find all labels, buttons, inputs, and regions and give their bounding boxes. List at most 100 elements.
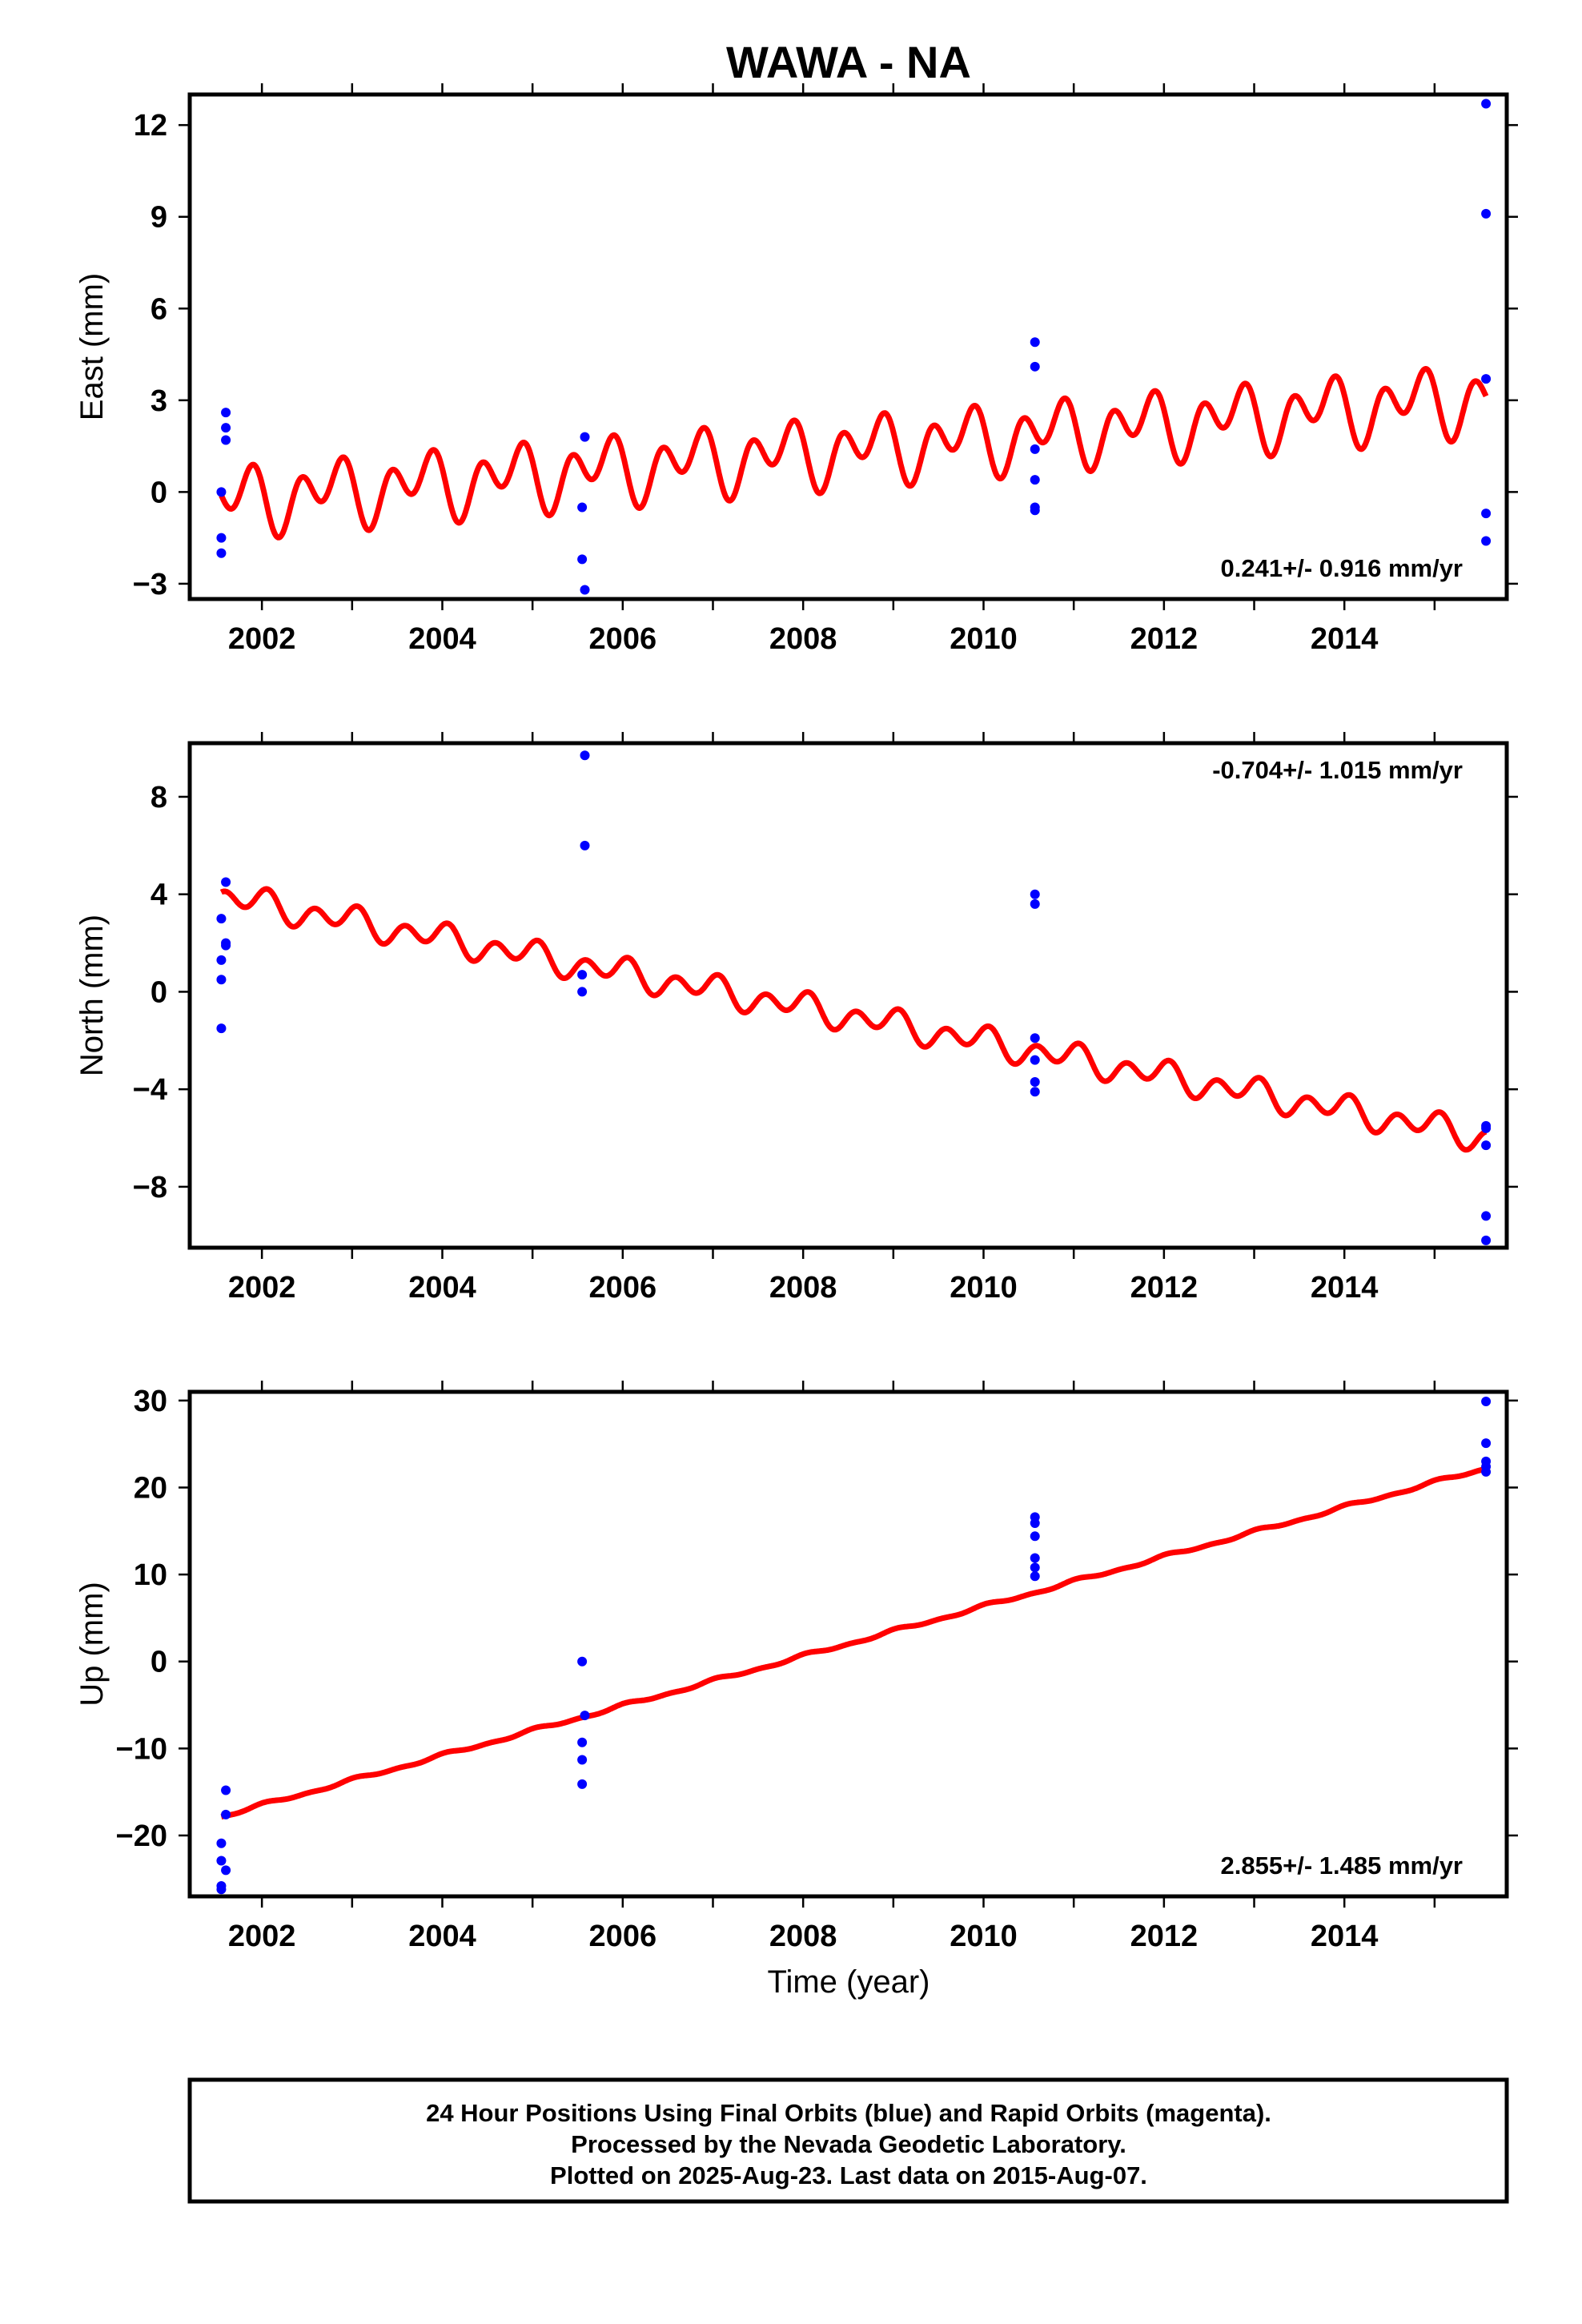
footer-line-3: Plotted on 2025-Aug-23. Last data on 201… bbox=[550, 2161, 1147, 2189]
x-tick-label: 2006 bbox=[589, 1920, 657, 1953]
x-axis-label: Time (year) bbox=[768, 1964, 930, 2000]
observation-point bbox=[577, 1737, 588, 1747]
model-fit-line bbox=[219, 366, 1489, 541]
y-axis-label: East (mm) bbox=[74, 273, 110, 420]
observation-point bbox=[1481, 1123, 1492, 1133]
x-tick-label: 2006 bbox=[589, 622, 657, 656]
observation-point bbox=[1030, 1077, 1040, 1088]
x-tick-label: 2012 bbox=[1130, 622, 1199, 656]
x-tick-label: 2014 bbox=[1311, 622, 1379, 656]
y-tick-label: 30 bbox=[134, 1385, 167, 1418]
observation-point bbox=[221, 877, 231, 887]
observation-point bbox=[216, 1884, 227, 1895]
observation-point bbox=[221, 1785, 231, 1795]
y-tick-label: 4 bbox=[151, 879, 167, 912]
observation-point bbox=[577, 1656, 588, 1667]
x-tick-label: 2008 bbox=[769, 1920, 837, 1953]
observation-point bbox=[1481, 208, 1492, 219]
observation-point bbox=[1030, 337, 1040, 348]
observation-point bbox=[577, 970, 588, 980]
east-panel: 2002 2004 2006 2008 2010 2012 2014 −3 0 3 6 9 12 East… bbox=[74, 83, 1518, 656]
y-tick-label: −3 bbox=[133, 568, 167, 601]
observation-point bbox=[221, 1865, 231, 1876]
y-tick-label: −10 bbox=[116, 1732, 167, 1766]
x-tick-label: 2004 bbox=[408, 1271, 476, 1305]
observation-point bbox=[1481, 1211, 1492, 1221]
observation-point bbox=[577, 554, 588, 565]
x-tick-label: 2008 bbox=[769, 622, 837, 656]
y-tick-label: 8 bbox=[151, 781, 167, 814]
observation-point bbox=[1481, 374, 1492, 384]
observation-point bbox=[577, 1755, 588, 1765]
x-tick-label: 2010 bbox=[950, 1920, 1018, 1953]
y-axis-label: Up (mm) bbox=[74, 1582, 110, 1707]
observation-point bbox=[580, 840, 590, 850]
north-panel: 2002 2004 2006 2008 2010 2012 2014 −8 −4 0 4 8 North… bbox=[74, 732, 1518, 1305]
plot-frame bbox=[187, 92, 1509, 601]
observation-point bbox=[216, 975, 227, 985]
x-tick-label: 2006 bbox=[589, 1271, 657, 1305]
chart-title: WAWA - NA bbox=[726, 37, 971, 87]
observation-point bbox=[1030, 505, 1040, 516]
x-tick-label: 2004 bbox=[408, 1920, 476, 1953]
model-fit-line bbox=[219, 1466, 1488, 1820]
x-tick-label: 2002 bbox=[228, 622, 296, 656]
velocity-label: 0.241+/- 0.916 mm/yr bbox=[1221, 554, 1463, 582]
observation-point bbox=[1030, 889, 1040, 899]
footer-box: 24 Hour Positions Using Final Orbits (bl… bbox=[187, 2077, 1509, 2204]
y-tick-label: 0 bbox=[151, 975, 167, 1009]
x-tick-label: 2002 bbox=[228, 1271, 296, 1305]
observation-point bbox=[221, 1809, 231, 1819]
x-tick-label: 2012 bbox=[1130, 1271, 1199, 1305]
observation-point bbox=[1481, 1235, 1492, 1245]
observation-point bbox=[1481, 509, 1492, 519]
observation-point bbox=[580, 585, 590, 595]
observation-point bbox=[1030, 1562, 1040, 1573]
observation-point bbox=[1030, 899, 1040, 909]
plot-frame bbox=[187, 1389, 1509, 1899]
observation-point bbox=[216, 1856, 227, 1866]
observation-point bbox=[1030, 1531, 1040, 1542]
observation-point bbox=[216, 955, 227, 965]
observation-point bbox=[216, 487, 227, 497]
observation-point bbox=[580, 1711, 590, 1721]
x-tick-label: 2010 bbox=[950, 622, 1018, 656]
footer-line-1: 24 Hour Positions Using Final Orbits (bl… bbox=[426, 2099, 1271, 2127]
x-tick-label: 2014 bbox=[1311, 1271, 1379, 1305]
observation-point bbox=[1030, 1571, 1040, 1582]
velocity-label: 2.855+/- 1.485 mm/yr bbox=[1221, 1852, 1463, 1880]
y-tick-label: 10 bbox=[134, 1558, 167, 1592]
x-tick-label: 2014 bbox=[1311, 1920, 1379, 1953]
y-tick-label: 12 bbox=[134, 109, 167, 143]
y-tick-label: 0 bbox=[151, 1646, 167, 1679]
x-tick-label: 2012 bbox=[1130, 1920, 1199, 1953]
x-tick-label: 2004 bbox=[408, 622, 476, 656]
x-tick-label: 2002 bbox=[228, 1920, 296, 1953]
y-tick-label: 3 bbox=[151, 384, 167, 418]
footer-line-2: Processed by the Nevada Geodetic Laborat… bbox=[571, 2130, 1126, 2158]
y-tick-label: 6 bbox=[151, 292, 167, 326]
observation-point bbox=[1030, 1033, 1040, 1043]
y-axis-label: North (mm) bbox=[74, 915, 110, 1076]
observation-point bbox=[221, 435, 231, 445]
observation-point bbox=[1481, 99, 1492, 109]
observation-point bbox=[1481, 1140, 1492, 1151]
observation-point bbox=[216, 1023, 227, 1034]
y-tick-label: −4 bbox=[133, 1073, 167, 1107]
observation-point bbox=[1030, 1553, 1040, 1563]
observation-point bbox=[577, 987, 588, 997]
observation-point bbox=[1481, 536, 1492, 546]
y-tick-label: 0 bbox=[151, 476, 167, 509]
up-panel: 2002 2004 2006 2008 2010 2012 2014 −20 −10 0 10 20 3… bbox=[74, 1381, 1518, 1953]
observation-point bbox=[1030, 1087, 1040, 1097]
observation-point bbox=[221, 423, 231, 433]
observation-point bbox=[1030, 361, 1040, 372]
x-tick-label: 2010 bbox=[950, 1271, 1018, 1305]
observation-point bbox=[221, 940, 231, 951]
observation-point bbox=[580, 432, 590, 442]
observation-point bbox=[216, 1838, 227, 1848]
velocity-label: -0.704+/- 1.015 mm/yr bbox=[1212, 756, 1463, 784]
x-tick-label: 2008 bbox=[769, 1271, 837, 1305]
y-tick-label: 20 bbox=[134, 1471, 167, 1505]
